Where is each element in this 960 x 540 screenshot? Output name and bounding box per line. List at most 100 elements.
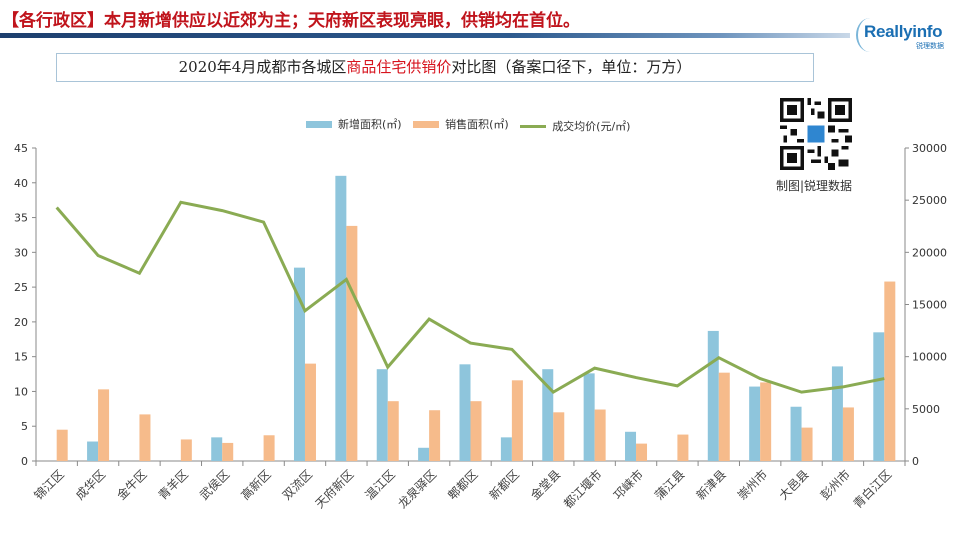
line-series	[55, 200, 885, 395]
qr-code-icon	[780, 98, 852, 170]
chart-title-prefix: 2020年4月成都市各城区	[178, 58, 347, 76]
bar-sales	[222, 442, 234, 461]
x-axis-category-label: 锦江区	[31, 467, 66, 502]
left-axis-tick-label: 10	[14, 385, 28, 398]
logo-subtext: 锐理数据	[916, 42, 944, 50]
legend-swatch-avg-price	[520, 124, 547, 128]
right-y-axis: 0 5000 10000 15000 20000 25000 30000	[904, 142, 947, 468]
x-axis-category-label: 郫都区	[445, 467, 481, 503]
x-axis-category-label: 金堂县	[527, 467, 563, 503]
right-axis-tick-label: 30000	[912, 142, 947, 155]
bar-new-supply	[625, 431, 637, 461]
bar-new-supply	[707, 330, 719, 461]
chart-title-box: 2020年4月成都市各城区商品住宅供销价对比图（备案口径下，单位：万方）	[56, 53, 814, 82]
right-axis-tick-label: 20000	[912, 246, 947, 259]
x-axis-category-label: 温江区	[362, 467, 397, 502]
legend-swatch-sales	[413, 120, 440, 128]
legend-item-new-supply: 新增面积(㎡)	[306, 116, 402, 132]
right-axis-tick-label: 25000	[912, 194, 947, 207]
bar-new-supply	[500, 437, 512, 461]
bar-new-supply	[293, 267, 305, 461]
bar-sales	[346, 225, 358, 461]
left-axis-tick-label: 15	[14, 351, 28, 364]
left-axis-tick-label: 40	[14, 177, 28, 190]
x-axis-category-label: 龙泉驿区	[395, 467, 439, 511]
right-axis-tick-label: 15000	[912, 299, 947, 312]
bar-new-supply	[211, 437, 223, 461]
qr-caption: 制图|锐理数据	[776, 179, 853, 193]
x-axis-category-label: 双流区	[280, 467, 315, 502]
left-axis-tick-label: 30	[14, 246, 28, 259]
reallyinfo-logo: Reallyinfo 锐理数据	[856, 18, 954, 52]
slide-headline: 【各行政区】本月新增供应以近郊为主；天府新区表现亮眼，供销均在首位。	[2, 11, 580, 31]
bar-sales	[677, 434, 689, 461]
left-axis-tick-label: 5	[21, 420, 28, 433]
legend-swatch-new-supply	[306, 120, 332, 128]
bar-sales	[98, 389, 110, 461]
bar-new-supply	[459, 364, 471, 461]
bar-sales	[387, 401, 399, 461]
x-axis-category-label: 武侯区	[197, 467, 232, 502]
left-axis-tick-label: 25	[14, 281, 28, 294]
bar-sales	[470, 401, 482, 461]
bar-sales	[56, 429, 68, 461]
bar-new-supply	[873, 332, 885, 461]
bar-new-supply	[790, 406, 802, 461]
logo-text: Reallyinfo	[864, 22, 943, 41]
bar-sales	[263, 435, 275, 461]
bar-sales	[636, 443, 648, 461]
x-axis-category-label: 彭州市	[817, 467, 853, 503]
chart-title: 2020年4月成都市各城区商品住宅供销价对比图（备案口径下，单位：万方）	[179, 58, 692, 76]
logo-arc-icon	[856, 18, 884, 52]
chart-title-suffix: 对比图（备案口径下，单位：万方）	[451, 58, 692, 76]
left-axis-tick-label: 0	[21, 455, 28, 468]
bar-new-supply	[542, 369, 554, 461]
bar-sales	[718, 372, 730, 461]
bar-sales	[842, 407, 854, 461]
x-axis-category-label: 天府新区	[312, 467, 357, 512]
header-divider-bar	[0, 33, 850, 38]
legend-item-sales: 销售面积(㎡)	[413, 116, 509, 132]
x-axis-category-label: 崇州市	[734, 467, 770, 503]
x-axis-category-label: 成华区	[73, 467, 108, 502]
x-axis-category-label: 新都区	[486, 467, 522, 503]
legend-label: 销售面积(㎡)	[445, 118, 509, 131]
bar-series	[56, 175, 896, 462]
bar-sales	[304, 363, 316, 461]
left-axis-tick-label: 20	[14, 316, 28, 329]
bar-new-supply	[87, 441, 99, 461]
legend-item-avg-price: 成交均价(元/㎡)	[520, 118, 630, 134]
x-axis-category-label: 都江堰市	[560, 467, 605, 512]
bar-sales	[429, 410, 441, 461]
left-axis-tick-label: 45	[14, 142, 28, 155]
left-axis-tick-label: 35	[14, 212, 28, 225]
legend-label: 成交均价(元/㎡)	[552, 120, 631, 133]
right-axis-tick-label: 5000	[912, 403, 940, 416]
bar-new-supply	[831, 366, 843, 461]
chart-legend: 新增面积(㎡) 销售面积(㎡) 成交均价(元/㎡)	[306, 116, 638, 134]
right-axis-tick-label: 10000	[912, 351, 947, 364]
left-y-axis: 0 5 10 15 20 25 30 35 40 45	[14, 142, 37, 468]
chart-title-highlight: 商品住宅供销价	[346, 58, 452, 76]
x-axis-category-label: 新津县	[693, 467, 729, 503]
bar-sales	[594, 409, 606, 461]
x-axis-category-label: 金牛区	[114, 467, 150, 503]
bar-new-supply	[376, 369, 388, 461]
bar-sales	[180, 439, 192, 461]
bar-sales	[884, 281, 896, 461]
bar-sales	[801, 427, 813, 461]
x-axis-category-label: 蒲江县	[652, 467, 687, 502]
right-axis-tick-label: 0	[912, 455, 919, 468]
bar-new-supply	[418, 447, 430, 461]
avg-price-line	[55, 200, 885, 395]
x-axis-category-label: 青白江区	[850, 467, 895, 512]
bar-sales	[760, 382, 772, 461]
bar-sales	[511, 380, 523, 461]
x-axis-category-label: 青羊区	[155, 467, 191, 503]
bar-new-supply	[335, 175, 347, 462]
legend-label: 新增面积(㎡)	[338, 118, 402, 131]
x-axis-category-label: 邛崃市	[610, 467, 646, 503]
bar-new-supply	[749, 386, 761, 461]
